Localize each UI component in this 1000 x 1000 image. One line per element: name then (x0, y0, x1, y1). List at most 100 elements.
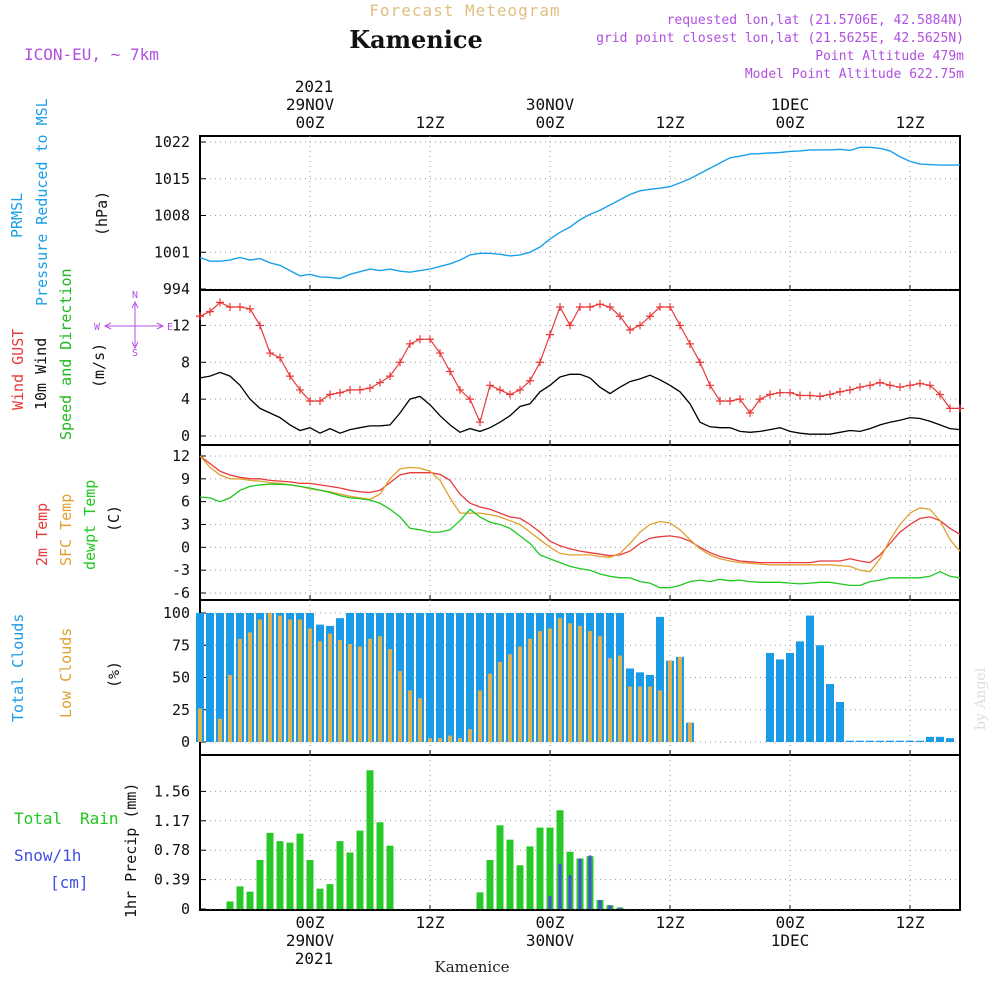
panel-frame (199, 444, 961, 601)
gust-point (796, 391, 804, 400)
dewpt-line (199, 483, 961, 589)
precip-labels: Total Rain Snow/1h [cm] 1hr Precip (mm) (14, 783, 140, 918)
low-cloud-bar (318, 641, 322, 742)
rain-bar (476, 892, 484, 909)
total-cloud-bar (196, 613, 204, 742)
bottom-year: 2021 (295, 949, 334, 968)
gust-point (616, 312, 624, 321)
bottom-hour-label: 12Z (896, 913, 925, 932)
low-cloud-bar (528, 638, 532, 742)
rain-bar (376, 822, 384, 909)
panel-frame (199, 135, 961, 291)
gust-point (466, 395, 474, 404)
total-clouds-label: Total Clouds (9, 614, 27, 722)
gust-point (346, 385, 354, 394)
low-cloud-bar (578, 625, 582, 742)
snow-bar (608, 905, 612, 909)
total-cloud-bar (466, 613, 474, 742)
low-cloud-bar (368, 638, 372, 742)
rain-bar (316, 888, 324, 909)
pressure-labels: PRMSL Pressure Reduced to MSL (hPa) (8, 98, 111, 306)
panel-2: -6 -3 0 3 6 9 12 (172, 444, 961, 602)
top-date-label: 30NOV (526, 95, 575, 114)
y-tick-label: 0 (181, 427, 190, 445)
pressure-label-msl: Pressure Reduced to MSL (33, 98, 51, 306)
temp-sfc-line (199, 455, 961, 573)
rain-bar (486, 860, 494, 909)
panel-0: 994 1001 1008 1015 1022 (154, 133, 961, 298)
y-tick-label: 1022 (154, 133, 190, 151)
low-cloud-bar (298, 619, 302, 742)
low-cloud-bar (598, 636, 602, 742)
snow-units: [cm] (50, 873, 89, 892)
gust-point (556, 303, 564, 311)
panel-frame (199, 289, 961, 446)
low-cloud-bar (348, 643, 352, 742)
low-cloud-bar (218, 718, 222, 742)
rain-bar (236, 886, 244, 909)
temp-2m-label: 2m Temp (33, 503, 51, 566)
low-cloud-bar (438, 738, 442, 742)
gust-point (696, 358, 704, 367)
gust-point (226, 303, 234, 311)
wind-10m-label: 10m Wind (32, 338, 50, 410)
top-date-label: 29NOV (286, 95, 335, 114)
snow-bar (558, 863, 562, 909)
total-cloud-bar (776, 659, 784, 742)
total-cloud-bar (406, 613, 414, 742)
gust-point (656, 303, 664, 311)
model-altitude: Model Point Altitude 622.75m (745, 67, 964, 82)
gust-point (776, 388, 784, 397)
rain-bar (556, 810, 564, 909)
rain-bar (496, 825, 504, 909)
low-cloud-bar (648, 686, 652, 742)
gust-point (586, 303, 594, 311)
bottom-hour-label: 00Z (296, 913, 325, 932)
total-cloud-bar (456, 613, 464, 742)
gust-point (526, 376, 534, 385)
total-cloud-bar (436, 613, 444, 742)
rain-bar (546, 827, 554, 909)
y-tick-label: 3 (181, 516, 190, 534)
wind-units: (m/s) (90, 343, 108, 388)
gust-point (716, 396, 724, 405)
y-tick-label: 50 (172, 669, 190, 687)
pressure-label-prmsl: PRMSL (8, 193, 26, 238)
panel-1: 0 4 8 12 (172, 289, 961, 446)
gust-point (536, 358, 544, 367)
gust-point (936, 390, 944, 399)
low-cloud-bar (258, 619, 262, 742)
total-cloud-bar (806, 615, 814, 742)
compass-w: W (94, 322, 101, 333)
wind-labels: Wind GUST 10m Wind Speed and Direction (… (9, 268, 173, 440)
model-label: ICON-EU, ~ 7km (24, 45, 159, 64)
gust-point (246, 304, 254, 313)
gust-point (216, 298, 224, 307)
gust-point (386, 372, 394, 381)
low-cloud-bar (338, 640, 342, 742)
gust-point (626, 326, 634, 335)
gust-point (436, 349, 444, 358)
low-cloud-bar (668, 660, 672, 742)
low-cloud-bar (308, 628, 312, 742)
low-cloud-bar (538, 631, 542, 742)
y-tick-label: 12 (172, 316, 190, 334)
gust-point (806, 391, 814, 400)
rain-bar (246, 891, 254, 909)
bottom-hour-label: 12Z (416, 913, 445, 932)
gust-point (846, 385, 854, 394)
rain-bar (226, 901, 234, 909)
gust-point (486, 381, 494, 390)
rain-bar (256, 860, 264, 909)
snow-bar (578, 858, 582, 909)
rain-bar (276, 841, 284, 909)
gust-point (666, 303, 674, 311)
rain-bar (536, 827, 544, 909)
y-tick-label: 0 (181, 900, 190, 918)
gust-point (546, 330, 554, 339)
gust-point (706, 381, 714, 390)
gust-point (726, 396, 734, 405)
